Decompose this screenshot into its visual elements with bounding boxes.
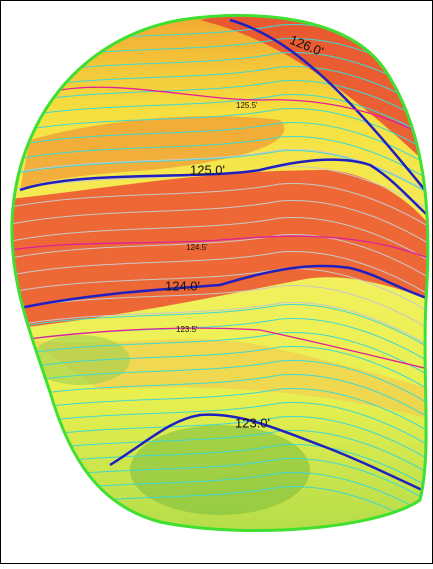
minor-contour [11,415,428,463]
half-contour [11,235,428,261]
boundary [10,13,430,532]
major-contour [109,413,428,497]
minor-contour [11,401,428,449]
half-contour [59,86,428,141]
contour-label: 124.0' [165,278,200,293]
contour-label: 123.5' [176,325,198,334]
minor-contours [11,23,428,531]
contour-label: 125.5' [236,101,258,110]
minor-contour [11,199,428,247]
minor-contour [11,267,428,315]
minor-contour [11,93,428,141]
low-area [30,335,130,385]
contour-label: 123.0' [235,415,270,430]
steep-band [11,170,428,330]
slope-patch [20,116,285,190]
minor-contour [11,331,428,379]
minor-contour [11,301,428,349]
minor-contour [11,284,428,332]
minor-contour [11,107,428,155]
minor-contour [11,135,428,183]
minor-contour [11,149,428,197]
minor-contour [11,250,428,298]
half-contour [19,327,428,371]
minor-contour [11,182,428,230]
minor-contour [11,79,428,127]
minor-contour [11,443,428,491]
contour-label: 125.0' [190,162,225,177]
major-contour [19,158,428,221]
minor-contour [11,65,428,113]
minor-contour [11,148,428,196]
minor-contour [11,429,428,477]
major-contour [11,264,428,312]
minor-contour [11,373,428,421]
minor-contour [11,303,428,351]
minor-contour [11,387,428,435]
minor-contour [11,216,428,264]
major-contour [229,18,428,201]
slope-patch [30,339,428,420]
contour-label: 124.5' [186,243,208,252]
minor-contour [11,359,428,407]
minor-contour [11,345,428,393]
